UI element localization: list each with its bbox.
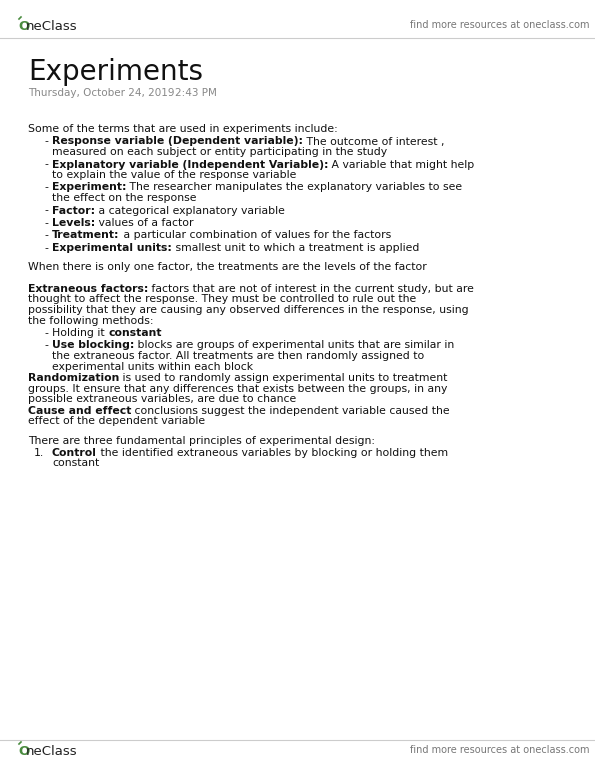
Text: -: - xyxy=(44,328,48,338)
Text: a particular combination of values for the factors: a particular combination of values for t… xyxy=(120,230,391,240)
Text: 2:43 PM: 2:43 PM xyxy=(175,88,217,98)
Text: 1.: 1. xyxy=(34,448,44,458)
Text: possibility that they are causing any observed differences in the response, usin: possibility that they are causing any ob… xyxy=(28,305,469,315)
Text: constant: constant xyxy=(52,458,99,468)
Text: a categorical explanatory variable: a categorical explanatory variable xyxy=(95,206,285,216)
Text: smallest unit to which a treatment is applied: smallest unit to which a treatment is ap… xyxy=(172,243,419,253)
Text: -: - xyxy=(44,182,48,192)
Text: -: - xyxy=(44,243,48,253)
Text: the identified extraneous variables by blocking or holding them: the identified extraneous variables by b… xyxy=(97,448,448,458)
Text: find more resources at oneclass.com: find more resources at oneclass.com xyxy=(411,20,590,30)
Text: O: O xyxy=(18,745,29,758)
Text: groups. It ensure that any differences that exists between the groups, in any: groups. It ensure that any differences t… xyxy=(28,383,447,393)
Text: possible extraneous variables, are due to chance: possible extraneous variables, are due t… xyxy=(28,394,296,404)
Text: The researcher manipulates the explanatory variables to see: The researcher manipulates the explanato… xyxy=(127,182,463,192)
Text: the effect on the response: the effect on the response xyxy=(52,193,196,203)
Text: neClass: neClass xyxy=(26,20,77,33)
Text: constant: constant xyxy=(108,328,162,338)
Text: Response variable (Dependent variable):: Response variable (Dependent variable): xyxy=(52,136,303,146)
Text: find more resources at oneclass.com: find more resources at oneclass.com xyxy=(411,745,590,755)
Text: measured on each subject or entity participating in the study: measured on each subject or entity parti… xyxy=(52,147,387,157)
Text: Levels:: Levels: xyxy=(52,218,95,228)
Text: A variable that might help: A variable that might help xyxy=(328,159,475,169)
Text: values of a factor: values of a factor xyxy=(95,218,194,228)
Text: -: - xyxy=(44,159,48,169)
Text: Treatment:: Treatment: xyxy=(52,230,120,240)
Text: -: - xyxy=(44,218,48,228)
Text: -: - xyxy=(44,136,48,146)
Text: O: O xyxy=(18,20,29,33)
Text: to explain the value of the response variable: to explain the value of the response var… xyxy=(52,170,296,180)
Text: Randomization: Randomization xyxy=(28,373,120,383)
Text: There are three fundamental principles of experimental design:: There are three fundamental principles o… xyxy=(28,436,375,446)
Text: Holding it: Holding it xyxy=(52,328,108,338)
Text: -: - xyxy=(44,206,48,216)
Text: Factor:: Factor: xyxy=(52,206,95,216)
Text: the extraneous factor. All treatments are then randomly assigned to: the extraneous factor. All treatments ar… xyxy=(52,351,424,361)
Text: neClass: neClass xyxy=(26,745,77,758)
Text: When there is only one factor, the treatments are the levels of the factor: When there is only one factor, the treat… xyxy=(28,263,427,273)
Text: experimental units within each block: experimental units within each block xyxy=(52,361,253,371)
Text: Explanatory variable (Independent Variable):: Explanatory variable (Independent Variab… xyxy=(52,159,328,169)
Text: Thursday, October 24, 2019: Thursday, October 24, 2019 xyxy=(28,88,174,98)
Text: conclusions suggest the independent variable caused the: conclusions suggest the independent vari… xyxy=(131,406,450,416)
Text: Extraneous factors:: Extraneous factors: xyxy=(28,284,148,294)
Text: factors that are not of interest in the current study, but are: factors that are not of interest in the … xyxy=(148,284,474,294)
Text: -: - xyxy=(44,230,48,240)
Text: -: - xyxy=(44,340,48,350)
Text: Cause and effect: Cause and effect xyxy=(28,406,131,416)
Text: thought to affect the response. They must be controlled to rule out the: thought to affect the response. They mus… xyxy=(28,294,416,304)
Text: Use blocking:: Use blocking: xyxy=(52,340,134,350)
Text: Some of the terms that are used in experiments include:: Some of the terms that are used in exper… xyxy=(28,124,338,134)
Text: is used to randomly assign experimental units to treatment: is used to randomly assign experimental … xyxy=(120,373,448,383)
Text: The outcome of interest ,: The outcome of interest , xyxy=(303,136,444,146)
Text: the following methods:: the following methods: xyxy=(28,316,154,326)
Text: effect of the dependent variable: effect of the dependent variable xyxy=(28,416,205,426)
Text: Experimental units:: Experimental units: xyxy=(52,243,172,253)
Text: Experiments: Experiments xyxy=(28,58,203,86)
Text: Experiment:: Experiment: xyxy=(52,182,127,192)
Text: Control: Control xyxy=(52,448,97,458)
Text: blocks are groups of experimental units that are similar in: blocks are groups of experimental units … xyxy=(134,340,455,350)
